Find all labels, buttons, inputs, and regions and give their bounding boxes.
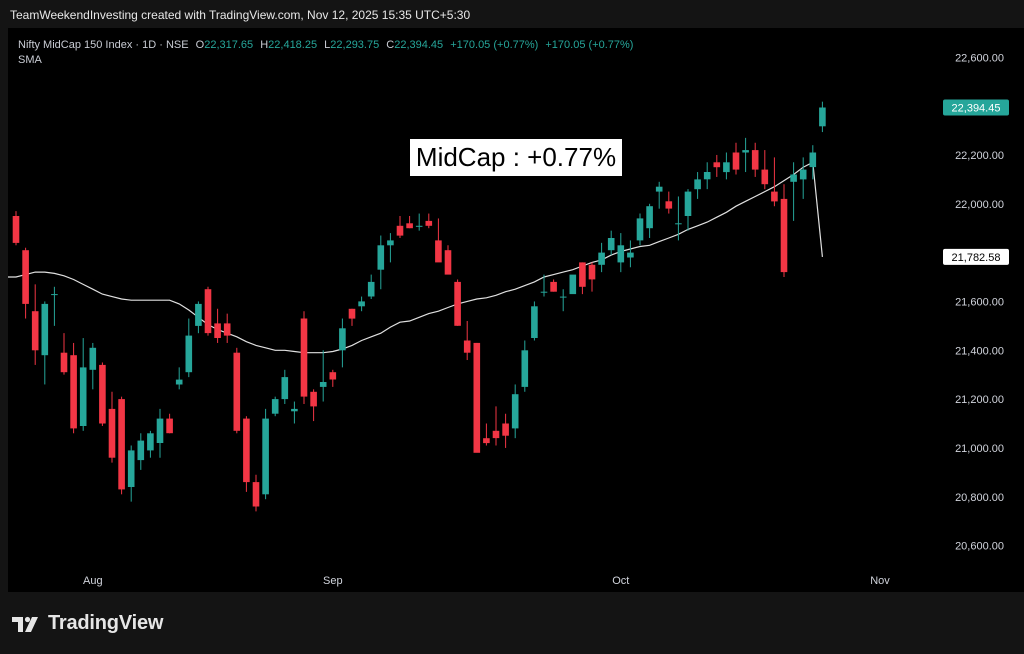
high-label: H (260, 39, 269, 51)
change-value: +170.05 (+0.77%) (450, 39, 539, 51)
midcap-annotation: MidCap : +0.77% (410, 139, 622, 176)
open-value: 22,317.65 (204, 39, 254, 51)
tradingview-logo-icon (12, 616, 38, 632)
close-value: 22,394.45 (394, 39, 444, 51)
indicator-label[interactable]: SMA (18, 54, 42, 66)
tradingview-logo[interactable]: TradingView (12, 612, 163, 635)
tradingview-logo-text: TradingView (48, 612, 164, 634)
chart-plot-area[interactable] (8, 28, 940, 570)
price-axis[interactable] (940, 28, 1024, 570)
symbol-title: Nifty MidCap 150 Index · 1D · NSE (18, 39, 189, 51)
axis-corner (940, 570, 1024, 592)
low-value: 22,293.75 (330, 39, 380, 51)
open-label: O (195, 39, 205, 51)
footer-bar (0, 592, 1024, 654)
change-value-2: +170.05 (+0.77%) (545, 39, 634, 51)
time-axis[interactable] (8, 570, 940, 592)
low-label: L (324, 39, 331, 51)
high-value: 22,418.25 (268, 39, 318, 51)
chart-legend: Nifty MidCap 150 Index · 1D · NSE O22,31… (18, 38, 633, 68)
chart-attribution: TeamWeekendInvesting created with Tradin… (0, 0, 1024, 28)
close-label: C (386, 39, 395, 51)
legend-ohlc-row: Nifty MidCap 150 Index · 1D · NSE O22,31… (18, 38, 633, 53)
